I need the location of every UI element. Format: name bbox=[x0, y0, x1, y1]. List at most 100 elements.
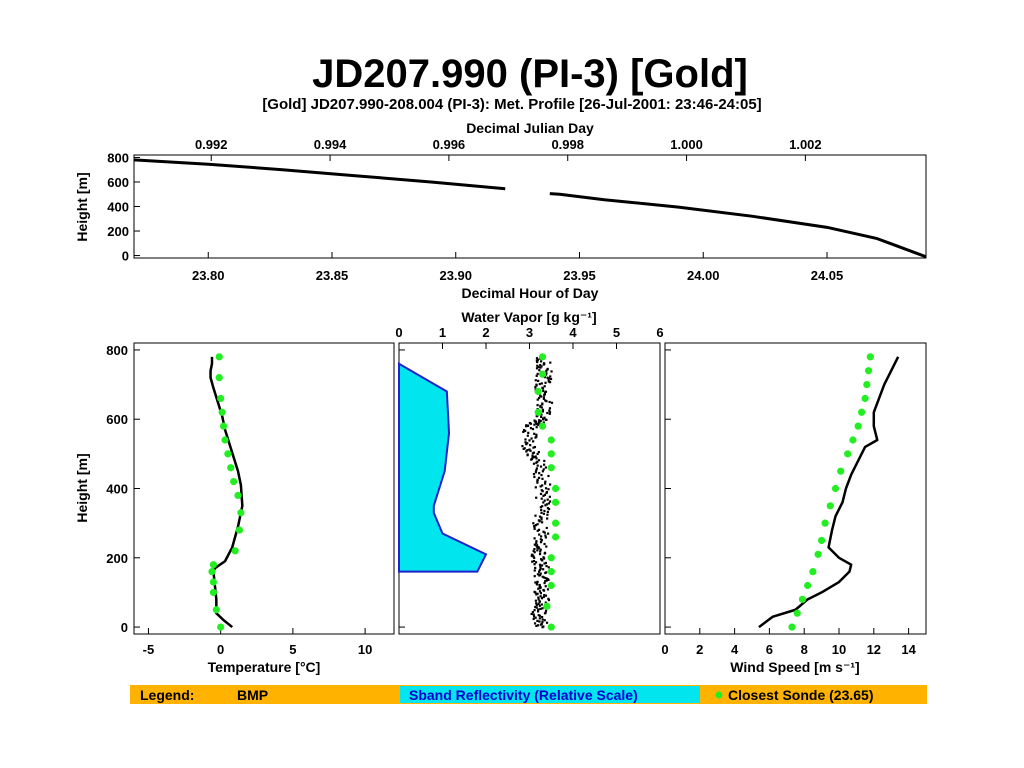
bmp-point bbox=[547, 488, 550, 491]
bmp-point bbox=[535, 496, 538, 499]
bmp-point bbox=[545, 369, 548, 372]
bmp-point bbox=[526, 442, 529, 445]
bmp-point bbox=[536, 546, 539, 549]
sonde-point bbox=[547, 464, 555, 472]
bmp-point bbox=[541, 621, 544, 624]
bmp-point bbox=[541, 521, 544, 524]
sonde-point bbox=[534, 387, 542, 396]
bmp-point bbox=[536, 404, 539, 407]
bmp-point bbox=[532, 522, 535, 525]
bmp-point bbox=[535, 422, 538, 425]
bmp-point bbox=[544, 561, 548, 565]
bmp-point bbox=[536, 573, 540, 576]
top-x2-tick-label: 0.996 bbox=[433, 137, 466, 152]
top-x-tick-label: 24.00 bbox=[687, 268, 720, 283]
sonde-point bbox=[547, 450, 555, 458]
sonde-point bbox=[212, 606, 220, 614]
bmp-point bbox=[542, 396, 546, 399]
bmp-point bbox=[543, 493, 547, 496]
bmp-point bbox=[543, 499, 546, 502]
bmp-point bbox=[535, 606, 538, 609]
panel-x-tick-label: 4 bbox=[731, 642, 739, 657]
bmp-point bbox=[538, 472, 541, 475]
panel-x-tick-label: 0 bbox=[217, 642, 224, 657]
bmp-point bbox=[527, 431, 530, 434]
water-vapor-panel: Water Vapor [g kg⁻¹] 0 1 2 3 4 5 6 bbox=[395, 309, 664, 635]
bmp-line bbox=[758, 356, 900, 629]
bmp-point bbox=[536, 610, 540, 613]
bmp-point bbox=[528, 448, 531, 451]
bmp-point bbox=[542, 421, 545, 424]
bmp-point bbox=[533, 569, 536, 572]
bmp-point bbox=[532, 613, 535, 616]
bmp-point bbox=[535, 433, 538, 436]
bmp-point bbox=[538, 600, 541, 603]
top-chart: [Gold] JD207.990-208.004 (PI-3): Met. Pr… bbox=[74, 96, 927, 301]
panel-x-tick-label: 5 bbox=[613, 325, 620, 340]
bmp-point bbox=[538, 620, 541, 623]
bmp-point bbox=[543, 619, 546, 622]
bmp-point bbox=[542, 362, 546, 365]
bmp-point bbox=[535, 604, 538, 607]
bmp-point bbox=[543, 393, 546, 396]
bmp-point bbox=[540, 365, 543, 368]
bmp-point bbox=[540, 597, 544, 600]
bmp-point bbox=[540, 511, 543, 514]
bmp-point bbox=[538, 583, 541, 587]
bmp-point bbox=[525, 424, 528, 427]
sonde-point bbox=[538, 353, 547, 361]
panel-x-tick-label: 6 bbox=[656, 325, 663, 340]
bmp-point bbox=[544, 594, 548, 597]
wind-speed-plot-area bbox=[664, 342, 927, 635]
bmp-point bbox=[522, 430, 525, 434]
legend: Legend: BMP Sband Reflectivity (Relative… bbox=[130, 685, 927, 704]
bmp-point bbox=[540, 395, 543, 398]
bmp-point bbox=[532, 549, 535, 553]
bmp-point bbox=[535, 540, 538, 543]
bmp-point bbox=[533, 622, 537, 625]
sonde-point bbox=[538, 370, 547, 378]
bmp-point bbox=[529, 449, 532, 452]
panel-x-tick-label: 1 bbox=[439, 325, 446, 340]
bmp-point bbox=[544, 504, 547, 507]
bmp-point bbox=[534, 486, 537, 489]
panel-x-tick-label: 6 bbox=[766, 642, 773, 657]
bmp-point bbox=[531, 427, 535, 431]
sonde-point bbox=[788, 623, 796, 631]
bmp-point bbox=[548, 495, 551, 498]
bmp-point bbox=[535, 469, 538, 472]
bmp-point bbox=[534, 616, 537, 619]
bmp-point bbox=[538, 563, 542, 566]
bmp-point bbox=[540, 558, 543, 561]
sonde-point bbox=[215, 353, 223, 361]
bmp-point bbox=[536, 544, 539, 547]
top-chart-ylabel: Height [m] bbox=[74, 172, 90, 241]
bmp-point bbox=[538, 369, 541, 372]
bmp-point bbox=[542, 389, 545, 393]
bmp-point bbox=[542, 588, 545, 592]
bmp-point bbox=[546, 498, 549, 501]
bmp-point bbox=[539, 404, 542, 408]
bmp-point bbox=[521, 444, 524, 448]
sonde-point bbox=[552, 484, 560, 493]
bmp-point bbox=[533, 547, 536, 551]
panel-x-tick-label: -5 bbox=[143, 642, 155, 657]
bmp-point bbox=[539, 595, 542, 598]
sonde-point bbox=[826, 502, 834, 510]
panel-x-tick-label: 5 bbox=[289, 642, 296, 657]
bmp-point bbox=[538, 515, 542, 518]
bmp-point bbox=[529, 427, 533, 430]
sonde-point bbox=[861, 394, 869, 403]
sonde-point bbox=[217, 394, 225, 403]
bmp-point bbox=[533, 456, 536, 459]
bmp-point bbox=[542, 417, 545, 420]
bmp-point bbox=[539, 366, 542, 369]
top-x2-tick-label: 0.992 bbox=[195, 137, 228, 152]
sonde-point bbox=[821, 519, 829, 527]
bmp-point bbox=[539, 572, 542, 575]
bmp-point bbox=[533, 423, 536, 426]
top-x2-tick-label: 0.994 bbox=[314, 137, 347, 152]
bmp-point bbox=[537, 570, 541, 573]
bmp-point bbox=[537, 602, 540, 605]
